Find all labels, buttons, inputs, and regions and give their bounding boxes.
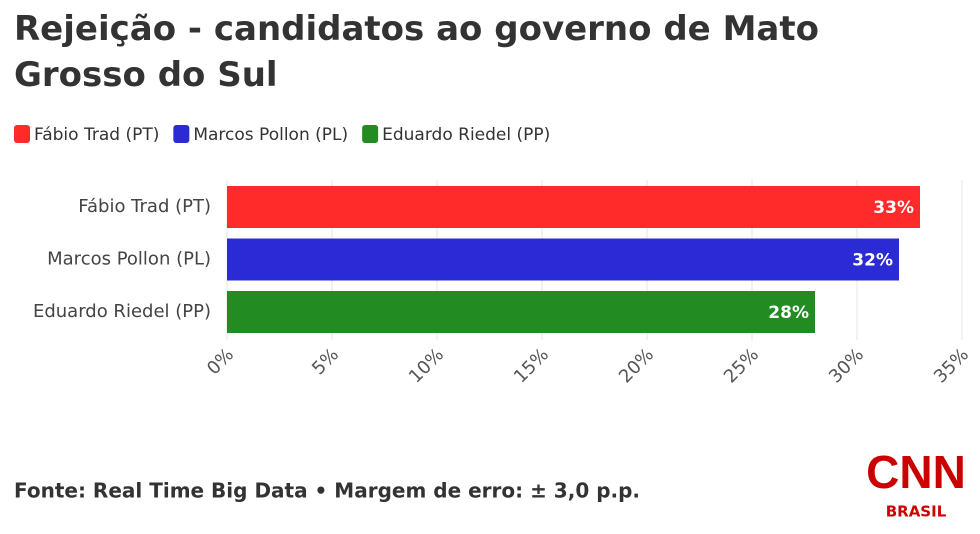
value-label: 32% — [852, 251, 893, 271]
y-tick-label: Eduardo Riedel (PP) — [33, 301, 211, 322]
x-tick-label: 30% — [825, 344, 868, 387]
value-label: 33% — [873, 198, 914, 218]
x-tick-label: 25% — [720, 344, 763, 387]
x-tick-label: 20% — [615, 344, 658, 387]
title-line: Rejeição - candidatos ao governo de Mato — [14, 9, 819, 49]
bar — [227, 238, 899, 281]
legend-label: Eduardo Riedel (PP) — [382, 125, 550, 145]
logo-subtitle: BRASIL — [886, 503, 947, 521]
legend-label: Fábio Trad (PT) — [34, 125, 159, 145]
source: Fonte: Real Time Big Data • Margem de er… — [14, 479, 640, 503]
chart-title: Rejeição - candidatos ao governo de Mato… — [14, 9, 819, 95]
bar — [227, 186, 920, 228]
legend-swatch — [14, 125, 30, 143]
logo: CNN — [866, 446, 966, 498]
x-tick-label: 10% — [405, 344, 448, 387]
x-tick-label: 5% — [308, 344, 343, 379]
legend-swatch — [173, 125, 190, 143]
x-tick-label: 0% — [203, 344, 238, 379]
title-line: Grosso do Sul — [14, 55, 278, 95]
x-tick-label: 15% — [510, 344, 553, 387]
bar — [227, 291, 815, 333]
value-label: 28% — [768, 303, 809, 323]
x-tick-label: 35% — [930, 344, 973, 387]
legend-label: Marcos Pollon (PL) — [193, 125, 348, 145]
y-tick-label: Fábio Trad (PT) — [78, 196, 211, 217]
y-tick-label: Marcos Pollon (PL) — [47, 249, 211, 270]
legend-swatch — [362, 125, 379, 143]
